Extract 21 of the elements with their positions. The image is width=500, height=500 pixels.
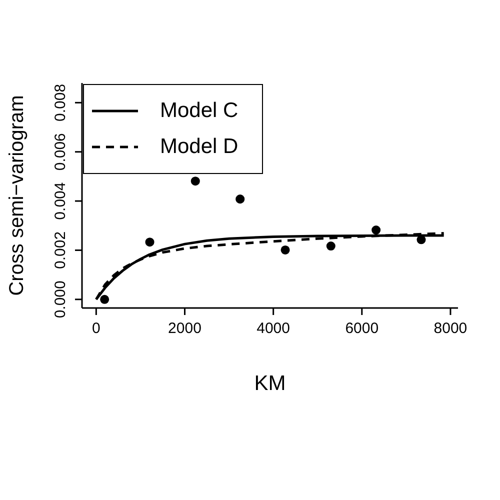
point [326, 242, 336, 251]
x-tick-label: 2000 [168, 320, 202, 337]
legend-label: Model C [160, 99, 238, 123]
x-tick-label: 4000 [256, 320, 290, 337]
y-tick-label: 0.004 [52, 182, 69, 220]
x-tick-label: 8000 [434, 320, 468, 337]
x-tick-label: 6000 [345, 320, 379, 337]
x-axis-title: KM [254, 372, 286, 395]
point [100, 294, 110, 304]
point [280, 245, 290, 254]
y-tick-label: 0.000 [52, 280, 69, 318]
point [236, 194, 245, 204]
y-axis-title: Cross semi−variogram [6, 95, 28, 296]
point [190, 176, 200, 186]
point [372, 226, 381, 235]
y-tick-label: 0.008 [52, 84, 69, 122]
legend-label: Model D [160, 135, 238, 159]
x-tick-label: 0 [92, 320, 100, 337]
y-tick-label: 0.002 [52, 231, 69, 269]
point [145, 238, 154, 247]
y-tick-label: 0.006 [52, 133, 69, 171]
